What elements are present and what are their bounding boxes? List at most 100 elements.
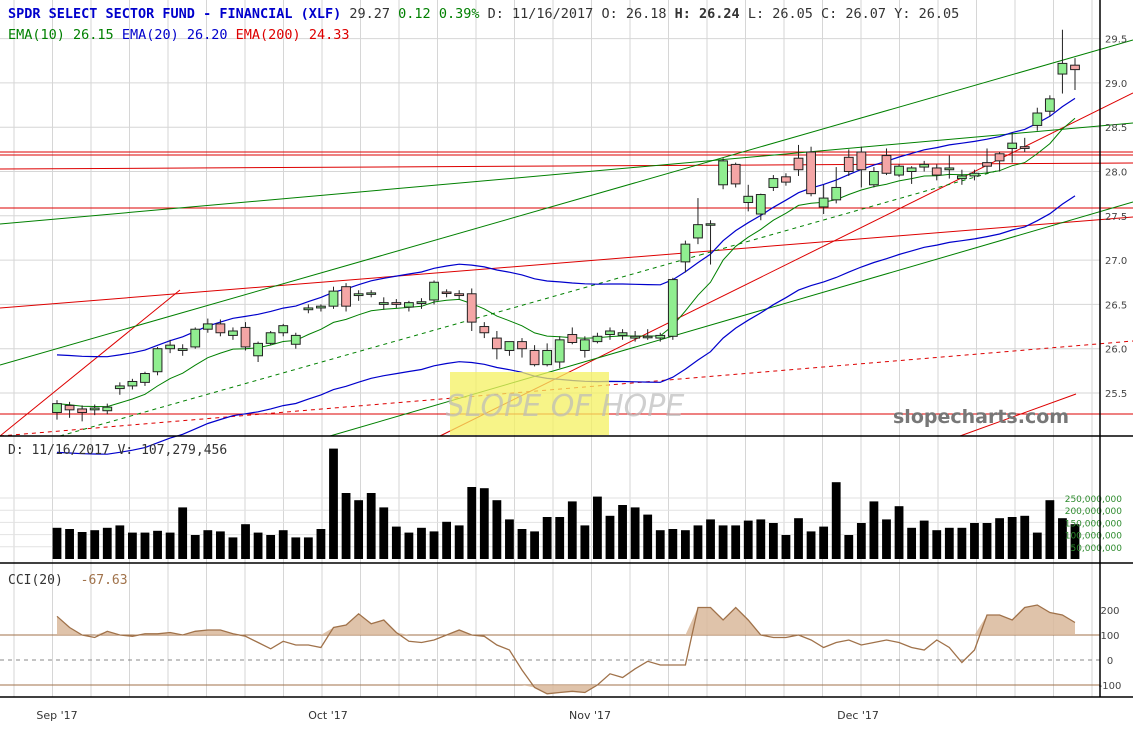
volume-bar <box>291 537 301 559</box>
volume-tick-label: 200,000,000 <box>1065 507 1123 517</box>
volume-bar <box>1058 518 1067 559</box>
volume-value: 107,279,456 <box>141 443 228 458</box>
volume-bar <box>1070 524 1080 559</box>
volume-bar <box>580 525 590 559</box>
candle-body <box>693 224 703 239</box>
candle-body <box>931 167 942 176</box>
volume-bar <box>128 532 137 559</box>
volume-bar <box>203 530 213 559</box>
chart-grid <box>0 0 1100 697</box>
volume-bar <box>693 525 703 559</box>
candle-body <box>290 334 301 345</box>
close-label: C: <box>821 6 838 22</box>
candle-body <box>944 167 955 171</box>
volume-header: D: 11/16/2017 V: 107,279,456 <box>8 443 227 458</box>
volume-bar <box>505 519 514 559</box>
volume-bar <box>253 532 263 559</box>
volume-bar <box>844 535 854 559</box>
date-label: D: <box>487 6 504 22</box>
candle-body <box>240 326 251 348</box>
candle-body <box>881 155 892 174</box>
volume-v-label: V: <box>117 443 134 458</box>
volume-bar <box>970 523 979 559</box>
candle-body <box>906 167 917 172</box>
trendline-red <box>0 289 181 437</box>
volume-bar <box>618 505 627 559</box>
yclose-value: 26.05 <box>918 6 960 22</box>
candle-body <box>202 323 213 330</box>
candle-body <box>1007 142 1018 149</box>
volume-bar <box>919 520 929 559</box>
watermark-highlight <box>450 372 609 435</box>
candle-body <box>404 302 414 308</box>
volume-bar <box>467 487 477 559</box>
ema10-line <box>56 117 1076 408</box>
volume-bar <box>278 530 288 559</box>
volume-bar <box>379 507 389 559</box>
price-tick-label: 27.5 <box>1105 212 1127 223</box>
volume-bar <box>668 529 678 559</box>
volume-bar <box>90 530 100 559</box>
candle-body <box>529 349 540 366</box>
candle-body <box>579 339 590 351</box>
ema200-value: 24.33 <box>308 27 350 43</box>
candle-body <box>843 156 854 173</box>
volume-bar <box>1045 500 1055 559</box>
cci-header: CCI(20) -67.63 <box>8 573 128 588</box>
open-value: 26.18 <box>625 6 667 22</box>
volume-bar <box>341 493 351 559</box>
candle-body <box>366 292 377 295</box>
volume-bar <box>1032 532 1042 559</box>
candle-body <box>1032 112 1043 126</box>
candle-body <box>1057 62 1068 75</box>
cci-tick-label: 100 <box>1100 631 1119 642</box>
horizontal-line <box>0 162 1133 170</box>
volume-date-label: D: <box>8 443 24 458</box>
candle-body <box>517 341 527 350</box>
panel-borders <box>0 0 1133 698</box>
volume-tick-label: 250,000,000 <box>1065 495 1123 505</box>
month-label: Nov '17 <box>569 709 611 722</box>
candle-body <box>504 341 515 351</box>
volume-bar <box>102 527 112 559</box>
volume-bar <box>1007 517 1017 559</box>
volume-bar <box>404 532 414 559</box>
candle-body <box>152 348 163 373</box>
candle-body <box>102 406 113 412</box>
candle-body <box>818 197 829 208</box>
trendline-green <box>0 39 1133 366</box>
cci-layer <box>0 604 1100 695</box>
volume-bars <box>52 448 1080 559</box>
candle-body <box>667 279 678 337</box>
cci-tick-label: 0 <box>1107 656 1113 667</box>
volume-bar <box>391 526 401 559</box>
slopecharts-brand: slopecharts.com <box>893 406 1070 428</box>
volume-bar <box>894 506 904 559</box>
candle-body <box>127 380 138 387</box>
candle-body <box>89 407 100 411</box>
candle-body <box>177 348 188 351</box>
close-value: 26.07 <box>845 6 887 22</box>
candle-body <box>567 334 578 343</box>
watermark-text: SLOPE OF HOPE <box>446 389 685 424</box>
price-tick-label: 28.0 <box>1105 168 1127 179</box>
candle-body <box>806 151 816 195</box>
price-tick-label: 27.0 <box>1105 256 1127 267</box>
candle-body <box>1044 98 1055 112</box>
candle-body <box>441 291 452 294</box>
trendline-red <box>0 216 1133 309</box>
volume-bar <box>1020 515 1030 559</box>
candle-body <box>705 223 716 226</box>
cci-value: -67.63 <box>80 573 128 588</box>
volume-bar <box>806 531 816 559</box>
trendline-green-dashed <box>699 169 1001 256</box>
candle-body <box>630 335 641 339</box>
candle-body <box>278 325 289 334</box>
volume-bar <box>492 500 502 559</box>
candle-body <box>655 334 666 339</box>
candle-body <box>165 344 176 350</box>
month-label: Oct '17 <box>308 709 348 722</box>
candle-body <box>617 332 628 336</box>
watermark-layer: SLOPE OF HOPE <box>446 372 685 435</box>
